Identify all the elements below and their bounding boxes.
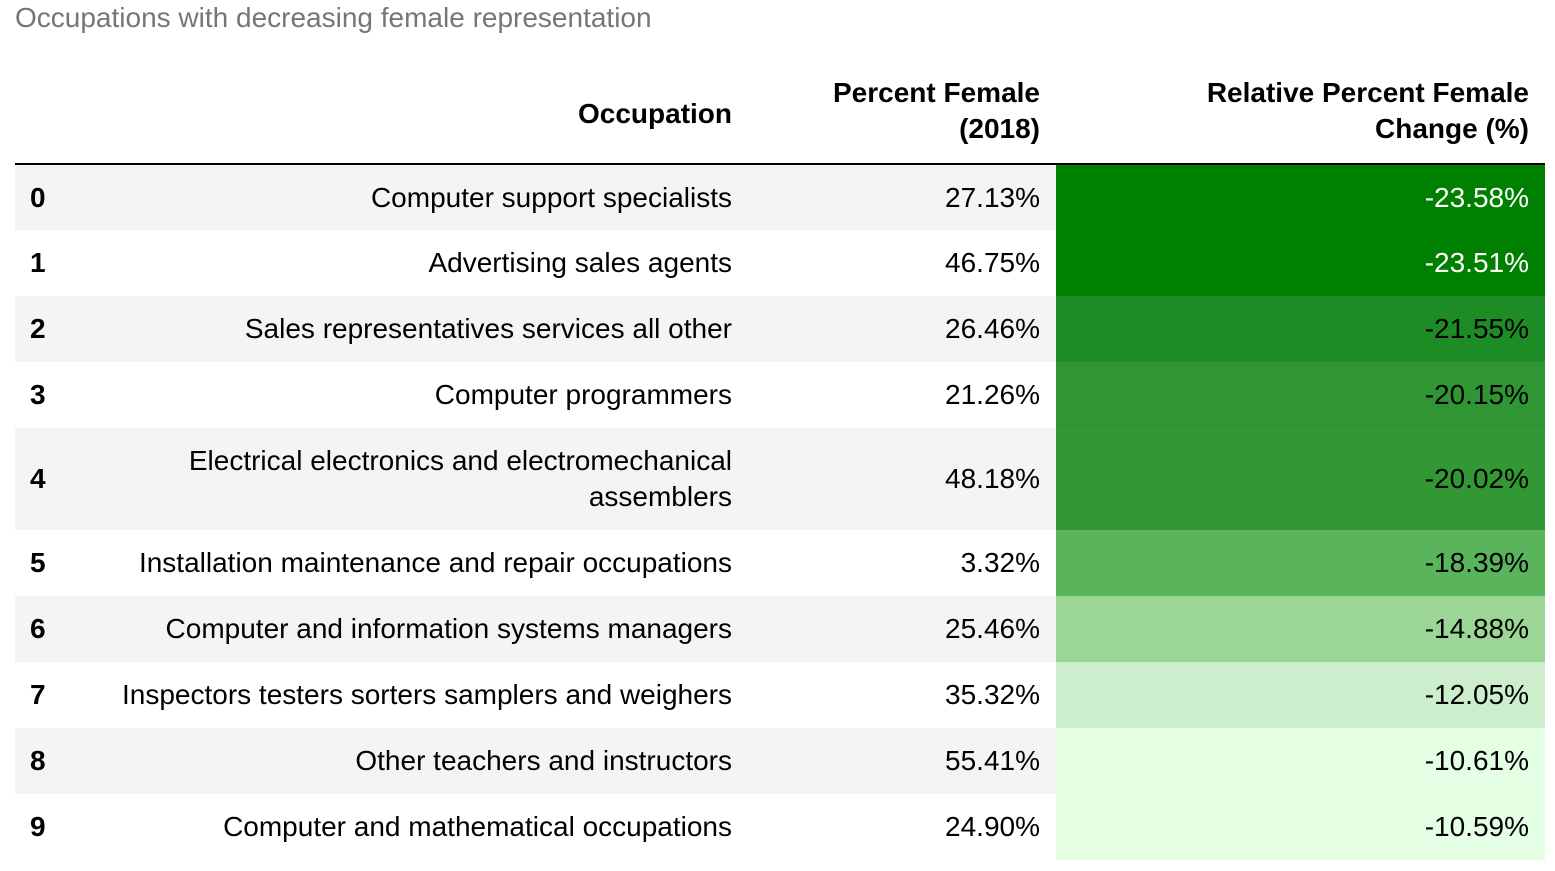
table-row: 8 Other teachers and instructors 55.41% …: [15, 728, 1545, 794]
row-index: 4: [15, 428, 67, 530]
relative-change-cell: -18.39%: [1056, 530, 1545, 596]
relative-change-header-line1: Relative Percent Female: [1206, 77, 1529, 108]
table-row: 7 Inspectors testers sorters samplers an…: [15, 662, 1545, 728]
occupation-cell: Computer programmers: [67, 362, 748, 428]
row-index: 5: [15, 530, 67, 596]
relative-change-cell: -20.02%: [1056, 428, 1545, 530]
table-body: 0 Computer support specialists 27.13% -2…: [15, 164, 1545, 860]
percent-female-header: Percent Female (2018): [748, 64, 1056, 165]
row-index: 2: [15, 296, 67, 362]
occupation-cell: Installation maintenance and repair occu…: [67, 530, 748, 596]
occupation-cell: Sales representatives services all other: [67, 296, 748, 362]
row-index: 8: [15, 728, 67, 794]
percent-female-header-line2: (2018): [959, 113, 1040, 144]
occupation-cell: Electrical electronics and electromechan…: [67, 428, 748, 530]
occupation-cell: Computer and mathematical occupations: [67, 794, 748, 860]
relative-change-cell: -20.15%: [1056, 362, 1545, 428]
percent-female-cell: 24.90%: [748, 794, 1056, 860]
row-index: 9: [15, 794, 67, 860]
row-index: 7: [15, 662, 67, 728]
percent-female-cell: 48.18%: [748, 428, 1056, 530]
occupation-cell: Computer and information systems manager…: [67, 596, 748, 662]
table-caption: Occupations with decreasing female repre…: [15, 2, 652, 33]
table-row: 4 Electrical electronics and electromech…: [15, 428, 1545, 530]
table-row: 5 Installation maintenance and repair oc…: [15, 530, 1545, 596]
occupation-cell: Computer support specialists: [67, 164, 748, 230]
header-row: Occupation Percent Female (2018) Relative…: [15, 64, 1545, 165]
occupation-header: Occupation: [67, 64, 748, 165]
table-row: 0 Computer support specialists 27.13% -2…: [15, 164, 1545, 230]
relative-change-header: Relative Percent Female Change (%): [1056, 64, 1545, 165]
relative-change-cell: -23.58%: [1056, 164, 1545, 230]
row-index: 6: [15, 596, 67, 662]
percent-female-cell: 46.75%: [748, 230, 1056, 296]
table-row: 3 Computer programmers 21.26% -20.15%: [15, 362, 1545, 428]
occupation-cell: Advertising sales agents: [67, 230, 748, 296]
table-row: 6 Computer and information systems manag…: [15, 596, 1545, 662]
row-index: 1: [15, 230, 67, 296]
percent-female-cell: 55.41%: [748, 728, 1056, 794]
percent-female-cell: 26.46%: [748, 296, 1056, 362]
relative-change-cell: -12.05%: [1056, 662, 1545, 728]
relative-change-header-line2: Change (%): [1375, 113, 1529, 144]
index-header: [15, 64, 67, 165]
occupation-cell: Inspectors testers sorters samplers and …: [67, 662, 748, 728]
occupations-table: Occupation Percent Female (2018) Relative…: [15, 64, 1545, 860]
row-index: 0: [15, 164, 67, 230]
table-row: 9 Computer and mathematical occupations …: [15, 794, 1545, 860]
percent-female-header-line1: Percent Female: [833, 77, 1040, 108]
occupation-cell: Other teachers and instructors: [67, 728, 748, 794]
table-row: 1 Advertising sales agents 46.75% -23.51…: [15, 230, 1545, 296]
relative-change-cell: -21.55%: [1056, 296, 1545, 362]
percent-female-cell: 3.32%: [748, 530, 1056, 596]
row-index: 3: [15, 362, 67, 428]
percent-female-cell: 25.46%: [748, 596, 1056, 662]
relative-change-cell: -10.61%: [1056, 728, 1545, 794]
relative-change-cell: -10.59%: [1056, 794, 1545, 860]
table-header: Occupation Percent Female (2018) Relative…: [15, 64, 1545, 165]
percent-female-cell: 27.13%: [748, 164, 1056, 230]
percent-female-cell: 35.32%: [748, 662, 1056, 728]
percent-female-cell: 21.26%: [748, 362, 1056, 428]
relative-change-cell: -23.51%: [1056, 230, 1545, 296]
relative-change-cell: -14.88%: [1056, 596, 1545, 662]
table-row: 2 Sales representatives services all oth…: [15, 296, 1545, 362]
